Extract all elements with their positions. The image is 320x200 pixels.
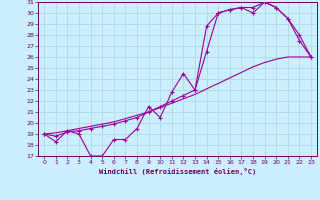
X-axis label: Windchill (Refroidissement éolien,°C): Windchill (Refroidissement éolien,°C) — [99, 168, 256, 175]
